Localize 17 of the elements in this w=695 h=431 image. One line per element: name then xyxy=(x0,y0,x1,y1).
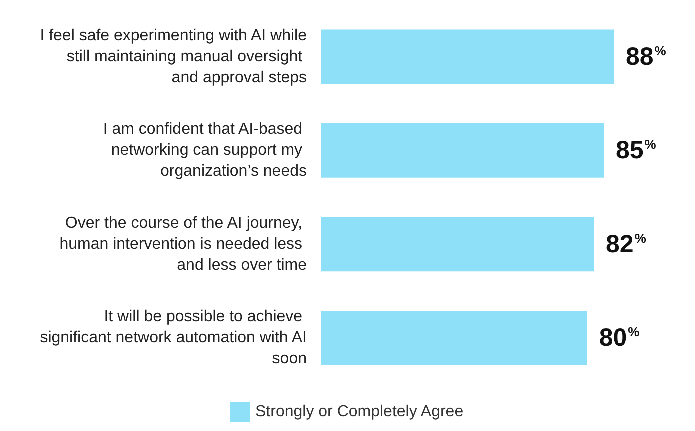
text: % xyxy=(654,43,666,58)
bar xyxy=(321,30,614,84)
text: % xyxy=(628,324,640,340)
y-tick-label: It will be possible to achieve significant network automation with AI soon xyxy=(40,308,307,368)
data-label: 85 xyxy=(616,136,644,165)
data-label: 88 xyxy=(626,42,654,71)
text: % xyxy=(634,230,646,246)
bar xyxy=(321,217,594,272)
legend-label: Strongly or Completely Agree xyxy=(256,404,464,420)
data-label: 82 xyxy=(606,230,634,258)
text: % xyxy=(644,137,656,152)
bar xyxy=(321,123,604,178)
y-tick-label: I feel safe experimenting with AI while still maintaining manual oversight and approval steps xyxy=(40,27,308,86)
data-label: 80 xyxy=(599,324,628,352)
y-tick-label: Over the course of the AI journey, human intervention is needed less and less over time xyxy=(60,214,308,274)
y-tick-label: I am confident that AI-based networking can support my organization’s needs xyxy=(103,121,307,180)
bar xyxy=(321,310,588,366)
